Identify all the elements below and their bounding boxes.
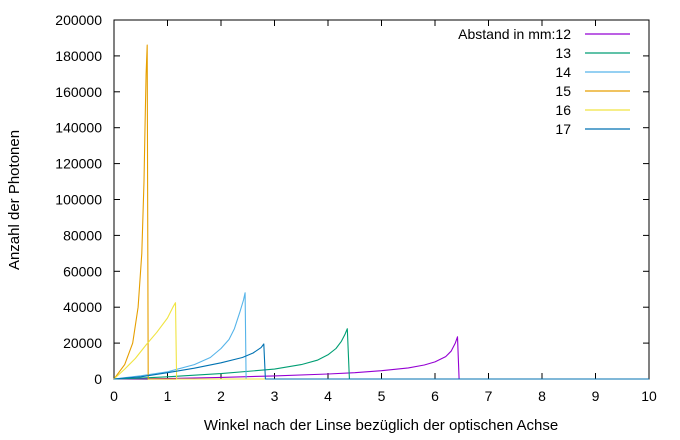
x-tick-label: 8 bbox=[538, 388, 546, 404]
series-line-15 bbox=[113, 44, 649, 380]
y-axis-label: Anzahl der Photonen bbox=[6, 130, 23, 270]
legend-label-12: Abstand in mm:12 bbox=[458, 26, 571, 42]
y-tick-label: 140000 bbox=[55, 120, 102, 136]
axes: 0 1 2 3 4 5 6 7 8 9 10 0 20000 40000 60000 80000 100000 1… bbox=[55, 12, 657, 404]
y-tick-label: 180000 bbox=[55, 48, 102, 64]
legend-label-16: 16 bbox=[555, 102, 571, 118]
x-tick-label: 9 bbox=[592, 388, 600, 404]
x-tick-label: 7 bbox=[485, 388, 493, 404]
y-tick-label: 100000 bbox=[55, 192, 102, 208]
x-tick-label: 0 bbox=[110, 388, 118, 404]
x-tick-label: 1 bbox=[164, 388, 172, 404]
y-tick-label: 60000 bbox=[63, 263, 102, 279]
y-tick-label: 40000 bbox=[63, 299, 102, 315]
series-line-12 bbox=[113, 336, 649, 380]
y-tick-label: 200000 bbox=[55, 12, 102, 28]
x-tick-label: 2 bbox=[217, 388, 225, 404]
series-line-17 bbox=[113, 343, 649, 380]
series-line-13 bbox=[113, 328, 649, 380]
y-tick-label: 160000 bbox=[55, 84, 102, 100]
series-line-14 bbox=[113, 292, 649, 380]
series-lines bbox=[113, 44, 649, 380]
legend-label-17: 17 bbox=[555, 121, 571, 137]
legend: Abstand in mm:12 13 14 15 16 17 bbox=[458, 26, 630, 137]
y-tick-label: 80000 bbox=[63, 227, 102, 243]
x-axis-label: Winkel nach der Linse bezüglich der opti… bbox=[204, 417, 558, 434]
legend-label-15: 15 bbox=[555, 83, 571, 99]
x-tick-label: 3 bbox=[271, 388, 279, 404]
series-line-16 bbox=[113, 302, 649, 380]
x-tick-label: 10 bbox=[641, 388, 657, 404]
y-tick-label: 20000 bbox=[63, 335, 102, 351]
y-tick-label: 120000 bbox=[55, 156, 102, 172]
x-tick-label: 6 bbox=[431, 388, 439, 404]
x-tick-label: 5 bbox=[378, 388, 386, 404]
x-tick-label: 4 bbox=[324, 388, 332, 404]
y-tick-label: 0 bbox=[94, 371, 102, 387]
legend-label-14: 14 bbox=[555, 64, 571, 80]
legend-label-13: 13 bbox=[555, 45, 571, 61]
